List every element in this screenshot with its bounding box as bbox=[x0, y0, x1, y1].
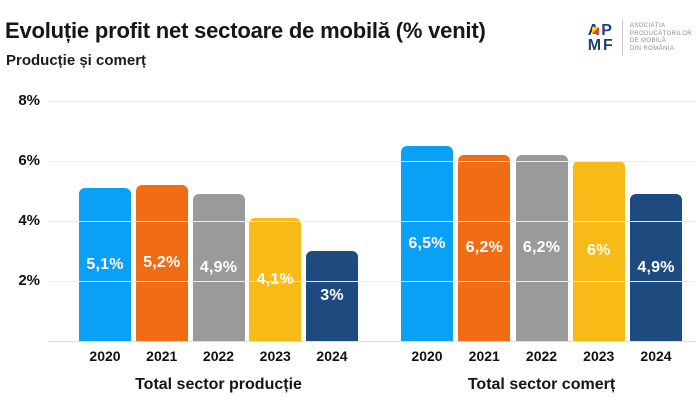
group-label-comert: Total sector comerț bbox=[467, 376, 616, 393]
logo-org-name: ASOCIAȚIA PRODUCĂTORILOR DE MOBILĂ DIN R… bbox=[630, 23, 692, 53]
gridline-6% bbox=[48, 161, 696, 162]
bar-group0-2020: 5,1% 2020 bbox=[79, 188, 131, 364]
gridline-2% bbox=[48, 281, 696, 282]
x-axis-year-label: 2021 bbox=[468, 348, 500, 364]
bar-group0-2023: 4,1% 2023 bbox=[249, 218, 302, 364]
y-axis-tick-6%: 6% bbox=[18, 152, 40, 169]
bar-value-label: 6,2% bbox=[465, 239, 503, 256]
logo-divider bbox=[621, 20, 623, 56]
gridline-4% bbox=[48, 221, 696, 222]
apmr-logo-mark-icon: AP MF bbox=[587, 22, 615, 54]
bar-group1-2020: 6,5% 2020 bbox=[401, 146, 453, 364]
page-title: Evoluție profit net sectoare de mobilă (… bbox=[5, 18, 486, 43]
logo-mark-top: AP bbox=[587, 22, 614, 39]
bar-value-label: 5,1% bbox=[86, 255, 124, 273]
bar-group0-2024: 3% 2024 bbox=[306, 251, 358, 364]
logo-org-line: PRODUCĂTORILOR bbox=[629, 30, 692, 37]
bar-group0-2022: 4,9% 2022 bbox=[192, 194, 245, 364]
x-axis-baseline bbox=[48, 341, 696, 342]
x-axis-year-label: 2020 bbox=[411, 348, 443, 364]
y-axis-tick-8%: 8% bbox=[18, 92, 40, 109]
x-axis-year-label: 2023 bbox=[583, 348, 615, 364]
bar-value-label: 6,5% bbox=[408, 234, 446, 252]
bar-value-label: 4,1% bbox=[256, 270, 294, 288]
bar-group1-2023: 6% 2023 bbox=[572, 161, 625, 364]
y-axis-tick-4%: 4% bbox=[18, 212, 40, 229]
romanian-flag-accent-icon bbox=[591, 27, 599, 34]
group-label-productie: Total sector producție bbox=[135, 376, 302, 393]
gridline-8% bbox=[48, 101, 696, 102]
apmr-logo: AP MF ASOCIAȚIA PRODUCĂTORILOR DE MOBILĂ… bbox=[588, 20, 692, 56]
bar-group0-2021: 5,2% 2021 bbox=[135, 185, 188, 364]
plot-area: 5,1% 2020 5,2% 2021 4,9% 2022 4,1% 2023 3% 2024 6… bbox=[48, 101, 696, 364]
logo-org-line: ASOCIAȚIA bbox=[629, 23, 666, 29]
x-axis-year-label: 2021 bbox=[146, 348, 178, 364]
x-axis-year-label: 2020 bbox=[89, 348, 121, 364]
bar-group1-2024: 4,9% 2024 bbox=[630, 194, 682, 364]
bar-value-label: 4,9% bbox=[637, 258, 675, 276]
bar-value-label: 6,2% bbox=[522, 239, 561, 256]
bar-group-0: 5,1% 2020 5,2% 2021 4,9% 2022 4,1% 2023 3% 2024 bbox=[79, 101, 358, 364]
page-subtitle: Producție și comerț bbox=[6, 52, 147, 69]
x-axis-year-label: 2023 bbox=[259, 348, 291, 364]
x-axis-year-label: 2024 bbox=[316, 348, 348, 364]
logo-org-line: DE MOBILĂ bbox=[629, 38, 667, 44]
x-axis-year-label: 2022 bbox=[525, 348, 558, 364]
bar-value-label: 5,2% bbox=[143, 254, 181, 271]
bar-value-label: 6% bbox=[586, 242, 611, 259]
bar-group-1: 6,5% 2020 6,2% 2021 6,2% 2022 6% 2023 4,9% 2024 bbox=[401, 101, 682, 364]
logo-mark-bottom: MF bbox=[587, 37, 615, 54]
bar-group1-2022: 6,2% 2022 bbox=[515, 155, 568, 364]
logo-org-line: DIN ROMÂNIA bbox=[629, 45, 675, 52]
bar-value-label: 3% bbox=[320, 287, 344, 304]
x-axis-year-label: 2024 bbox=[640, 348, 672, 364]
bar-group1-2021: 6,2% 2021 bbox=[458, 155, 511, 364]
y-axis-tick-2%: 2% bbox=[18, 272, 40, 289]
bar-value-label: 4,9% bbox=[199, 258, 238, 276]
x-axis-year-label: 2022 bbox=[202, 348, 235, 364]
